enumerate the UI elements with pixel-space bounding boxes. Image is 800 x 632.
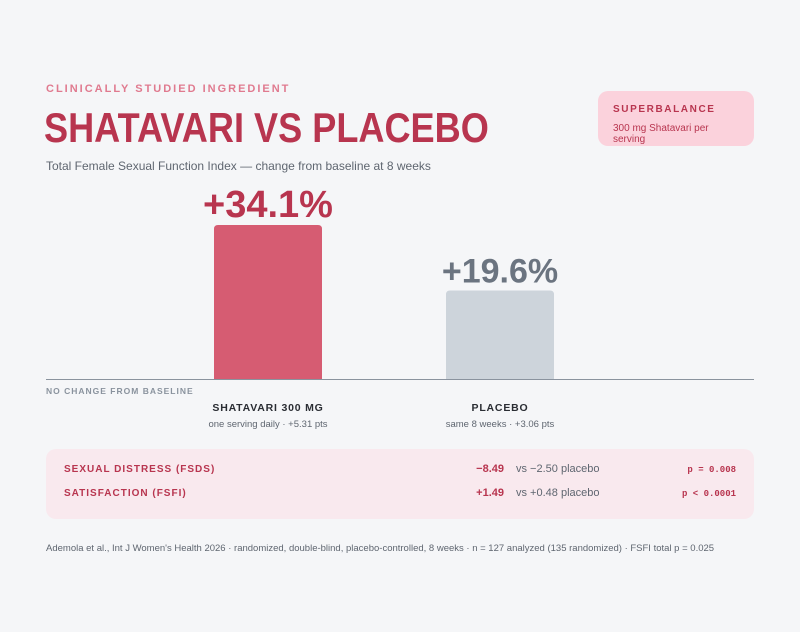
- stat-value: +1.49: [476, 487, 504, 499]
- stat-comparison: vs +0.48 placebo: [516, 487, 600, 499]
- secondary-outcomes-panel: SEXUAL DISTRESS (FSDS) −8.49 vs −2.50 pl…: [46, 449, 754, 519]
- brand-card: SUPERBALANCE 300 mg Shatavari per servin…: [598, 91, 754, 146]
- stat-label: SATISFACTION (FSFI): [64, 488, 187, 499]
- stat-comparison: vs −2.50 placebo: [516, 463, 600, 475]
- chart-subtitle: Total Female Sexual Function Index — cha…: [46, 159, 431, 173]
- eyebrow-label: CLINICALLY STUDIED INGREDIENT: [46, 83, 291, 95]
- bar-shatavari: [214, 225, 322, 379]
- category-label: PLACEBO: [472, 402, 529, 414]
- stat-p-value: p < 0.0001: [681, 489, 736, 499]
- bar-value-label: +34.1%: [203, 184, 333, 226]
- bar-placebo: [446, 290, 554, 379]
- stat-row: SATISFACTION (FSFI) +1.49 vs +0.48 place…: [64, 485, 736, 505]
- category-subtitle: same 8 weeks · +3.06 pts: [446, 419, 555, 430]
- brand-name: SUPERBALANCE: [613, 104, 716, 115]
- stat-value: −8.49: [476, 463, 504, 475]
- stat-row: SEXUAL DISTRESS (FSDS) −8.49 vs −2.50 pl…: [64, 461, 736, 481]
- page-title: SHATAVARI VS PLACEBO: [44, 104, 489, 151]
- category-subtitle: one serving daily · +5.31 pts: [208, 419, 327, 430]
- stat-p-value: p = 0.008: [687, 465, 736, 475]
- bar-value-label: +19.6%: [442, 252, 558, 290]
- category-label: SHATAVARI 300 MG: [212, 402, 323, 414]
- stat-label: SEXUAL DISTRESS (FSDS): [64, 464, 216, 475]
- bar-chart: +34.1% SHATAVARI 300 MG one serving daily …: [46, 184, 754, 430]
- baseline-label: NO CHANGE FROM BASELINE: [46, 386, 194, 396]
- bar-group: +34.1% SHATAVARI 300 MG one serving daily …: [203, 184, 558, 430]
- brand-description: 300 mg Shatavari per serving: [613, 123, 709, 145]
- footnote: Ademola et al., Int J Women's Health 202…: [46, 543, 715, 554]
